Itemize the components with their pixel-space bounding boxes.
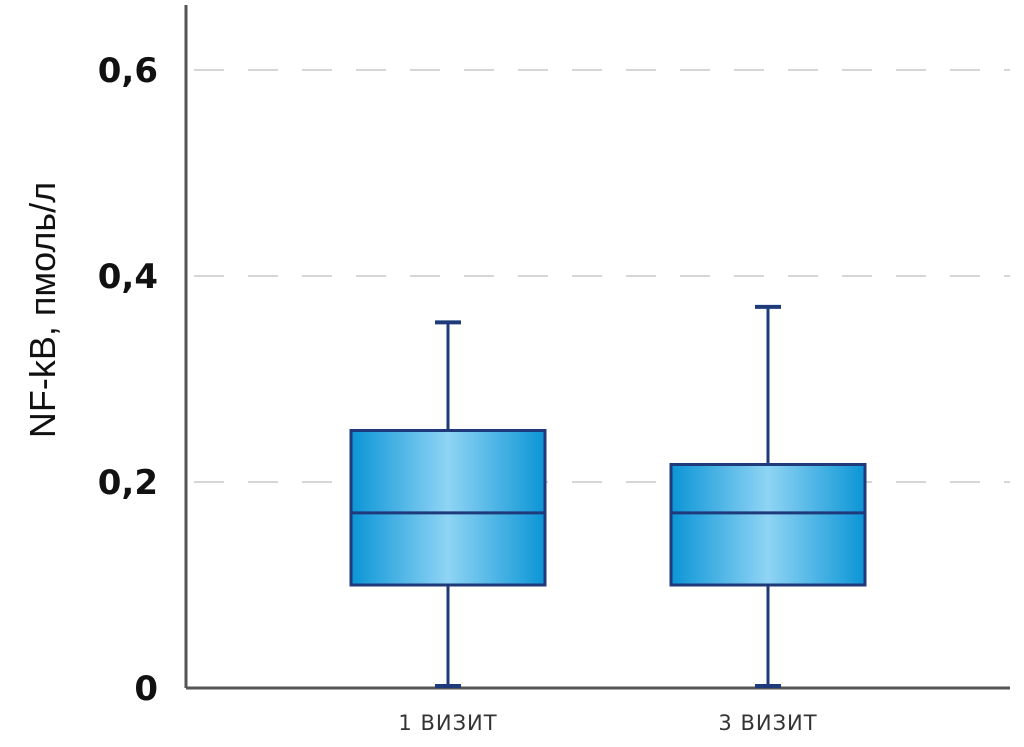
category-label: 1 ВИЗИТ: [398, 711, 497, 735]
axes: [184, 5, 1010, 690]
boxes: [349, 304, 867, 688]
grid-lines: [194, 69, 1010, 483]
iqr-box: [669, 462, 867, 587]
y-tick-label: 0,4: [98, 257, 158, 297]
y-tick-labels: 0 0,2 0,4 0,6: [98, 51, 158, 709]
category-labels: 1 ВИЗИТ 3 ВИЗИТ: [398, 711, 817, 735]
y-axis-title: NF-kB, пмоль/л: [22, 182, 63, 438]
y-tick-label: 0,6: [98, 51, 158, 91]
box-1: [349, 320, 547, 688]
y-tick-label: 0: [134, 669, 158, 709]
category-label: 3 ВИЗИТ: [718, 711, 817, 735]
iqr-box: [349, 429, 547, 587]
y-tick-label: 0,2: [98, 463, 158, 503]
box-2: [669, 304, 867, 688]
